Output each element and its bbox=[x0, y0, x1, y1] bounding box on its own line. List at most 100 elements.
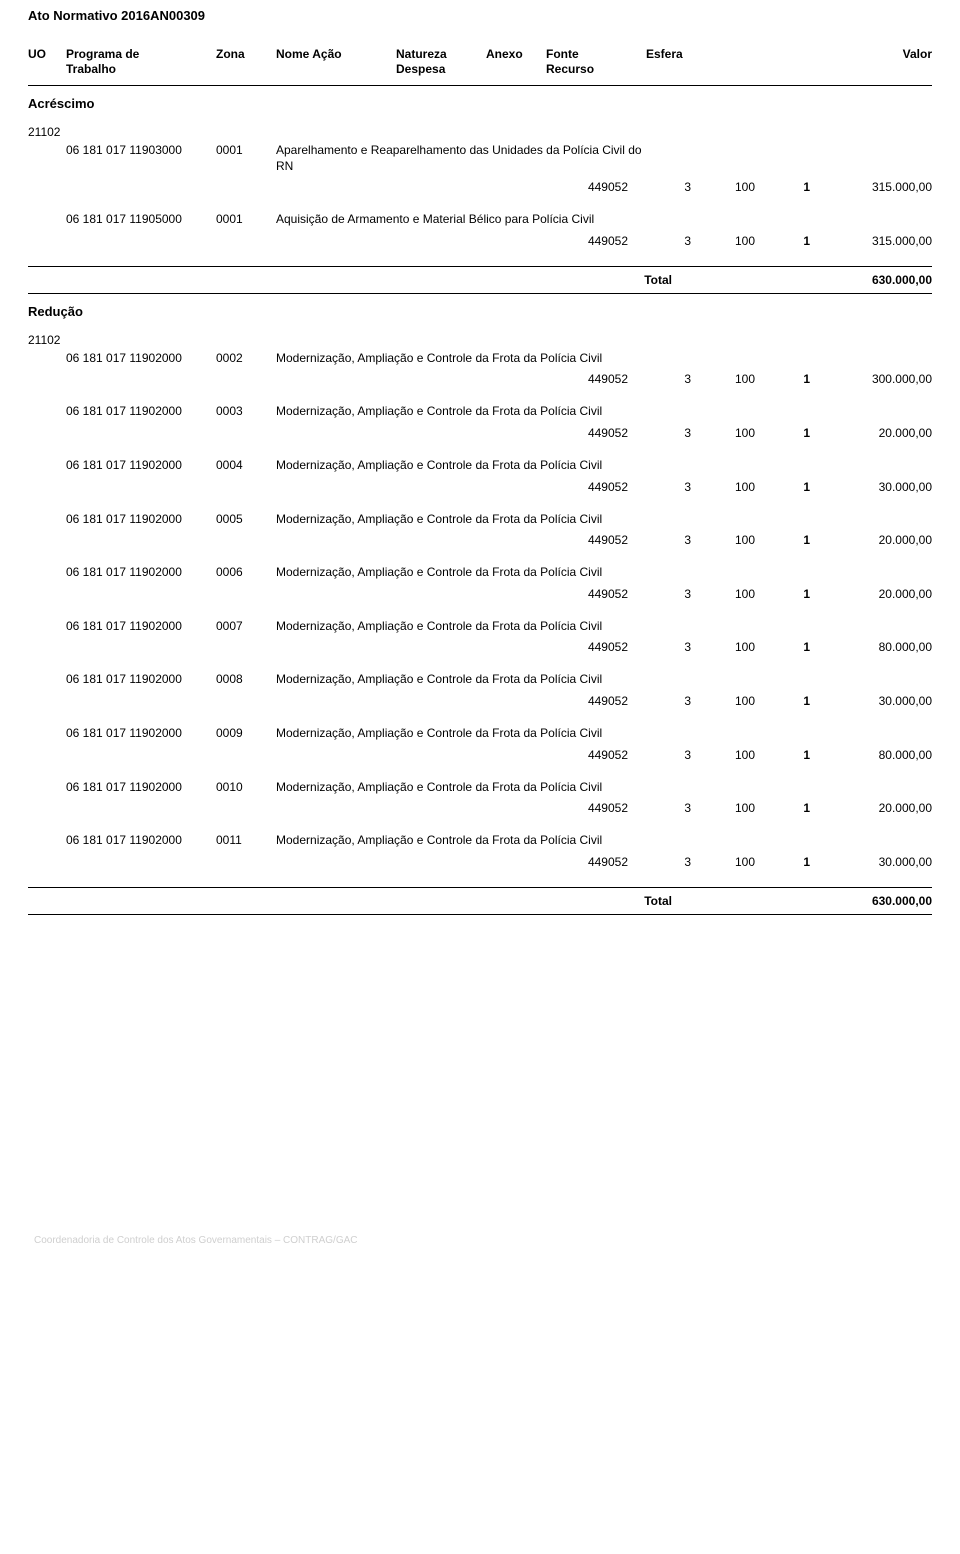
cell-esfera: 1 bbox=[761, 480, 816, 494]
cell-fonte: 100 bbox=[701, 640, 761, 654]
cell-nome-acao: Modernização, Ampliação e Controle da Fr… bbox=[276, 404, 646, 420]
cell-anexo: 3 bbox=[646, 801, 701, 815]
budget-entry-row: 06 181 017 119020000008Modernização, Amp… bbox=[28, 672, 932, 688]
acrescimo-total-value: 630.000,00 bbox=[812, 273, 932, 287]
cell-fonte: 100 bbox=[701, 180, 761, 194]
budget-value-row: 4490523100120.000,00 bbox=[28, 426, 932, 440]
cell-fonte: 100 bbox=[701, 372, 761, 386]
cell-nome-acao: Aparelhamento e Reaparelhamento das Unid… bbox=[276, 143, 646, 174]
cell-zona: 0010 bbox=[216, 780, 276, 794]
reducao-total-value: 630.000,00 bbox=[812, 894, 932, 908]
cell-natureza: 449052 bbox=[276, 640, 646, 654]
cell-esfera: 1 bbox=[761, 801, 816, 815]
cell-natureza: 449052 bbox=[276, 234, 646, 248]
cell-anexo: 3 bbox=[646, 694, 701, 708]
cell-zona: 0004 bbox=[216, 458, 276, 472]
budget-value-row: 4490523100180.000,00 bbox=[28, 748, 932, 762]
acrescimo-total-sep-bottom bbox=[28, 293, 932, 294]
cell-fonte: 100 bbox=[701, 587, 761, 601]
cell-zona: 0006 bbox=[216, 565, 276, 579]
cell-valor: 20.000,00 bbox=[816, 533, 932, 547]
budget-value-row: 44905231001300.000,00 bbox=[28, 372, 932, 386]
cell-zona: 0008 bbox=[216, 672, 276, 686]
cell-programa: 06 181 017 11905000 bbox=[66, 212, 216, 226]
acrescimo-uo-code: 21102 bbox=[28, 125, 932, 139]
cell-programa: 06 181 017 11902000 bbox=[66, 726, 216, 740]
acrescimo-total-sep-top bbox=[28, 266, 932, 267]
cell-natureza: 449052 bbox=[276, 748, 646, 762]
cell-valor: 20.000,00 bbox=[816, 801, 932, 815]
cell-anexo: 3 bbox=[646, 640, 701, 654]
cell-natureza: 449052 bbox=[276, 180, 646, 194]
cell-fonte: 100 bbox=[701, 801, 761, 815]
cell-programa: 06 181 017 11902000 bbox=[66, 351, 216, 365]
cell-valor: 30.000,00 bbox=[816, 480, 932, 494]
cell-anexo: 3 bbox=[646, 372, 701, 386]
cell-zona: 0002 bbox=[216, 351, 276, 365]
budget-entry-row: 06 181 017 119020000003Modernização, Amp… bbox=[28, 404, 932, 420]
cell-valor: 315.000,00 bbox=[816, 234, 932, 248]
cell-programa: 06 181 017 11902000 bbox=[66, 619, 216, 633]
budget-value-row: 4490523100130.000,00 bbox=[28, 694, 932, 708]
cell-esfera: 1 bbox=[761, 533, 816, 547]
cell-fonte: 100 bbox=[701, 480, 761, 494]
budget-entry-row: 06 181 017 119030000001Aparelhamento e R… bbox=[28, 143, 932, 174]
cell-esfera: 1 bbox=[761, 587, 816, 601]
cell-zona: 0003 bbox=[216, 404, 276, 418]
header-valor: Valor bbox=[761, 47, 932, 62]
budget-entry-row: 06 181 017 119020000002Modernização, Amp… bbox=[28, 351, 932, 367]
budget-value-row: 4490523100130.000,00 bbox=[28, 855, 932, 869]
page-footer: Coordenadoria de Controle dos Atos Gover… bbox=[28, 1235, 932, 1246]
cell-nome-acao: Modernização, Ampliação e Controle da Fr… bbox=[276, 833, 646, 849]
header-fonte: FonteRecurso bbox=[546, 47, 616, 77]
cell-programa: 06 181 017 11902000 bbox=[66, 512, 216, 526]
cell-nome-acao: Modernização, Ampliação e Controle da Fr… bbox=[276, 351, 646, 367]
budget-entry-row: 06 181 017 119020000009Modernização, Amp… bbox=[28, 726, 932, 742]
header-uo: UO bbox=[28, 47, 66, 62]
page-container: Ato Normativo 2016AN00309 UO Programa de… bbox=[0, 0, 960, 1286]
section-acrescimo-label: Acréscimo bbox=[28, 96, 932, 111]
budget-value-row: 4490523100130.000,00 bbox=[28, 480, 932, 494]
cell-nome-acao: Modernização, Ampliação e Controle da Fr… bbox=[276, 726, 646, 742]
cell-natureza: 449052 bbox=[276, 480, 646, 494]
budget-value-row: 4490523100120.000,00 bbox=[28, 587, 932, 601]
header-nome-acao: Nome Ação bbox=[276, 47, 396, 77]
reducao-total-sep-top bbox=[28, 887, 932, 888]
cell-fonte: 100 bbox=[701, 855, 761, 869]
budget-value-row: 4490523100120.000,00 bbox=[28, 533, 932, 547]
cell-zona: 0007 bbox=[216, 619, 276, 633]
cell-zona: 0001 bbox=[216, 143, 276, 157]
reducao-uo-code: 21102 bbox=[28, 333, 932, 347]
cell-esfera: 1 bbox=[761, 748, 816, 762]
cell-fonte: 100 bbox=[701, 533, 761, 547]
cell-esfera: 1 bbox=[761, 180, 816, 194]
budget-entry-row: 06 181 017 119050000001Aquisição de Arma… bbox=[28, 212, 932, 228]
cell-nome-acao: Modernização, Ampliação e Controle da Fr… bbox=[276, 619, 646, 635]
cell-fonte: 100 bbox=[701, 426, 761, 440]
cell-anexo: 3 bbox=[646, 533, 701, 547]
header-separator bbox=[28, 85, 932, 86]
cell-fonte: 100 bbox=[701, 694, 761, 708]
cell-nome-acao: Modernização, Ampliação e Controle da Fr… bbox=[276, 780, 646, 796]
header-natureza: NaturezaDespesa bbox=[396, 47, 486, 77]
cell-esfera: 1 bbox=[761, 694, 816, 708]
cell-valor: 20.000,00 bbox=[816, 426, 932, 440]
cell-anexo: 3 bbox=[646, 748, 701, 762]
budget-entry-row: 06 181 017 119020000006Modernização, Amp… bbox=[28, 565, 932, 581]
header-esfera: Esfera bbox=[646, 47, 761, 62]
budget-entry-row: 06 181 017 119020000007Modernização, Amp… bbox=[28, 619, 932, 635]
cell-anexo: 3 bbox=[646, 855, 701, 869]
cell-esfera: 1 bbox=[761, 234, 816, 248]
acrescimo-total-label: Total bbox=[28, 273, 812, 287]
budget-entry-row: 06 181 017 119020000004Modernização, Amp… bbox=[28, 458, 932, 474]
cell-programa: 06 181 017 11902000 bbox=[66, 780, 216, 794]
budget-entry-row: 06 181 017 119020000005Modernização, Amp… bbox=[28, 512, 932, 528]
cell-valor: 30.000,00 bbox=[816, 855, 932, 869]
cell-programa: 06 181 017 11902000 bbox=[66, 458, 216, 472]
section-reducao-label: Redução bbox=[28, 304, 932, 319]
cell-esfera: 1 bbox=[761, 372, 816, 386]
reducao-total-label: Total bbox=[28, 894, 812, 908]
cell-valor: 20.000,00 bbox=[816, 587, 932, 601]
cell-nome-acao: Aquisição de Armamento e Material Bélico… bbox=[276, 212, 646, 228]
cell-programa: 06 181 017 11902000 bbox=[66, 404, 216, 418]
